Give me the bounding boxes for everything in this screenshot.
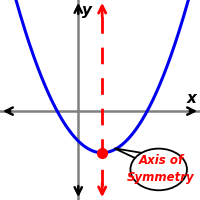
Text: x: x <box>187 91 197 106</box>
Polygon shape <box>114 148 146 159</box>
Text: y: y <box>82 3 92 18</box>
Ellipse shape <box>130 149 187 190</box>
Text: Axis of
Symmetry: Axis of Symmetry <box>127 154 195 184</box>
